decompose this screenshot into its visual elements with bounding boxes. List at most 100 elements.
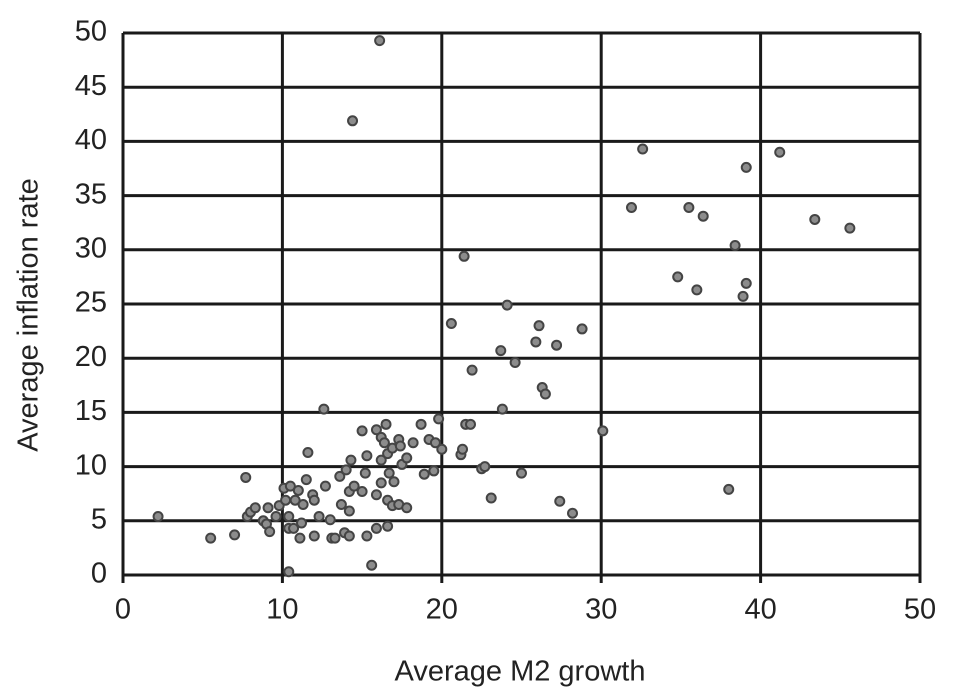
point: [401, 452, 413, 464]
y-tick-label: 0: [91, 558, 107, 590]
x-tick-label: 10: [266, 594, 298, 626]
point: [382, 520, 394, 532]
point: [576, 323, 588, 335]
point: [479, 461, 491, 473]
point: [297, 499, 309, 511]
point: [428, 465, 440, 477]
point: [429, 437, 441, 449]
point: [356, 425, 368, 437]
point: [672, 271, 684, 283]
point: [485, 492, 497, 504]
point: [370, 522, 382, 534]
point: [283, 566, 295, 578]
point: [335, 499, 347, 511]
y-tick-label: 15: [75, 395, 107, 427]
point: [280, 494, 292, 506]
point: [294, 532, 306, 544]
y-tick-label: 25: [75, 287, 107, 319]
y-tick-label: 5: [91, 503, 107, 535]
point: [809, 213, 821, 225]
point: [319, 480, 331, 492]
point: [205, 532, 217, 544]
x-axis-title: Average M2 growth: [395, 656, 646, 688]
point: [539, 388, 551, 400]
point: [530, 336, 542, 348]
point: [229, 529, 241, 541]
point: [457, 443, 469, 455]
point: [436, 443, 448, 455]
point: [683, 202, 695, 214]
point: [509, 357, 521, 369]
point: [533, 320, 545, 332]
point: [433, 413, 445, 425]
x-tick-label: 50: [904, 594, 936, 626]
point: [691, 284, 703, 296]
point: [289, 494, 301, 506]
point: [324, 514, 336, 526]
point: [361, 450, 373, 462]
point: [308, 530, 320, 542]
point: [495, 345, 507, 357]
point: [329, 532, 341, 544]
point: [334, 470, 346, 482]
point: [464, 418, 476, 430]
y-tick-label: 10: [75, 449, 107, 481]
point: [347, 115, 359, 127]
point: [340, 464, 352, 476]
point: [375, 477, 387, 489]
point: [374, 35, 386, 47]
point: [740, 161, 752, 173]
point: [313, 510, 325, 522]
point: [516, 467, 527, 479]
point: [567, 507, 579, 519]
point: [302, 447, 314, 459]
y-tick-label: 45: [75, 70, 107, 102]
x-tick-label: 20: [426, 594, 458, 626]
point: [697, 210, 709, 222]
point: [388, 476, 400, 488]
point: [366, 559, 378, 571]
point: [370, 489, 382, 501]
point: [740, 277, 752, 289]
point: [348, 480, 360, 492]
x-tick-label: 0: [115, 594, 131, 626]
point: [401, 502, 413, 514]
point: [375, 454, 387, 466]
point: [418, 468, 430, 480]
point: [288, 522, 300, 534]
point: [292, 484, 304, 496]
point: [345, 454, 357, 466]
y-tick-label: 50: [75, 16, 107, 48]
y-tick-label: 20: [75, 341, 107, 373]
point: [283, 510, 295, 522]
point: [296, 517, 308, 529]
point: [378, 437, 390, 449]
x-tick-label: 30: [585, 594, 617, 626]
point: [637, 143, 649, 155]
y-axis-title: Average inflation rate: [13, 178, 45, 452]
x-tick-label: 40: [744, 594, 776, 626]
point: [501, 299, 513, 311]
point: [359, 467, 371, 479]
point: [729, 239, 741, 251]
point: [308, 494, 320, 506]
point: [249, 502, 261, 514]
point: [466, 364, 478, 376]
point: [152, 510, 164, 522]
point: [737, 290, 749, 302]
point: [458, 250, 470, 262]
point: [625, 202, 637, 214]
y-tick-label: 40: [75, 124, 107, 156]
point: [361, 530, 373, 542]
point: [343, 530, 355, 542]
y-tick-label: 35: [75, 178, 107, 210]
point: [284, 480, 296, 492]
point: [356, 486, 368, 498]
point: [262, 502, 274, 514]
point: [554, 495, 566, 507]
point: [496, 403, 508, 415]
point: [774, 146, 786, 158]
point: [597, 425, 609, 437]
point: [240, 471, 252, 483]
